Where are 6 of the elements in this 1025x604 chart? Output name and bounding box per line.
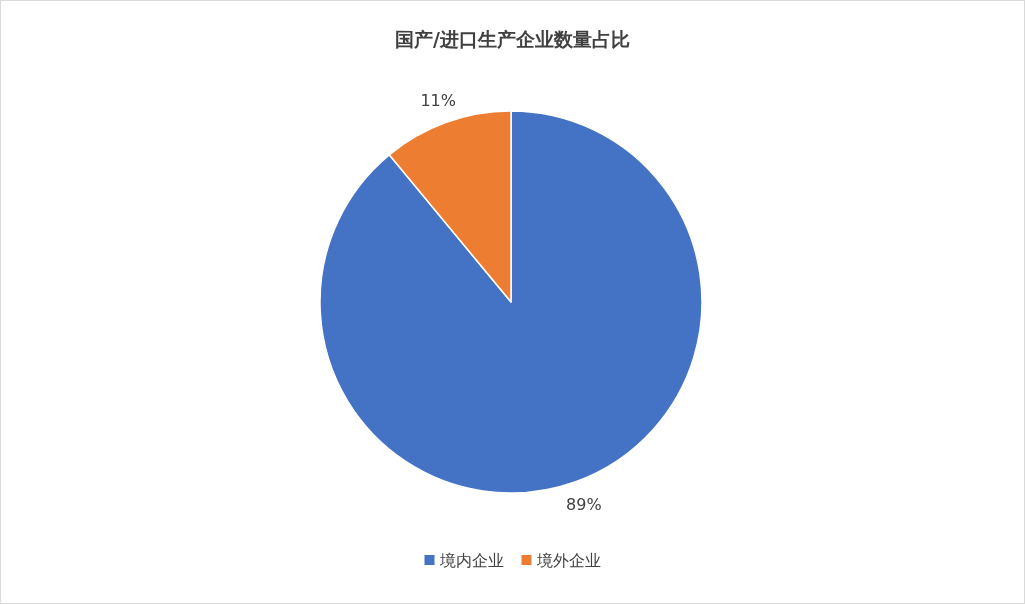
data-label: 11% <box>420 90 456 110</box>
legend-label: 境外企业 <box>535 551 601 570</box>
pie-slice <box>319 110 703 494</box>
data-label: 89% <box>566 495 602 515</box>
chart-title: 国产/进口生产企业数量占比 <box>395 28 630 50</box>
legend-label: 境内企业 <box>438 551 504 570</box>
